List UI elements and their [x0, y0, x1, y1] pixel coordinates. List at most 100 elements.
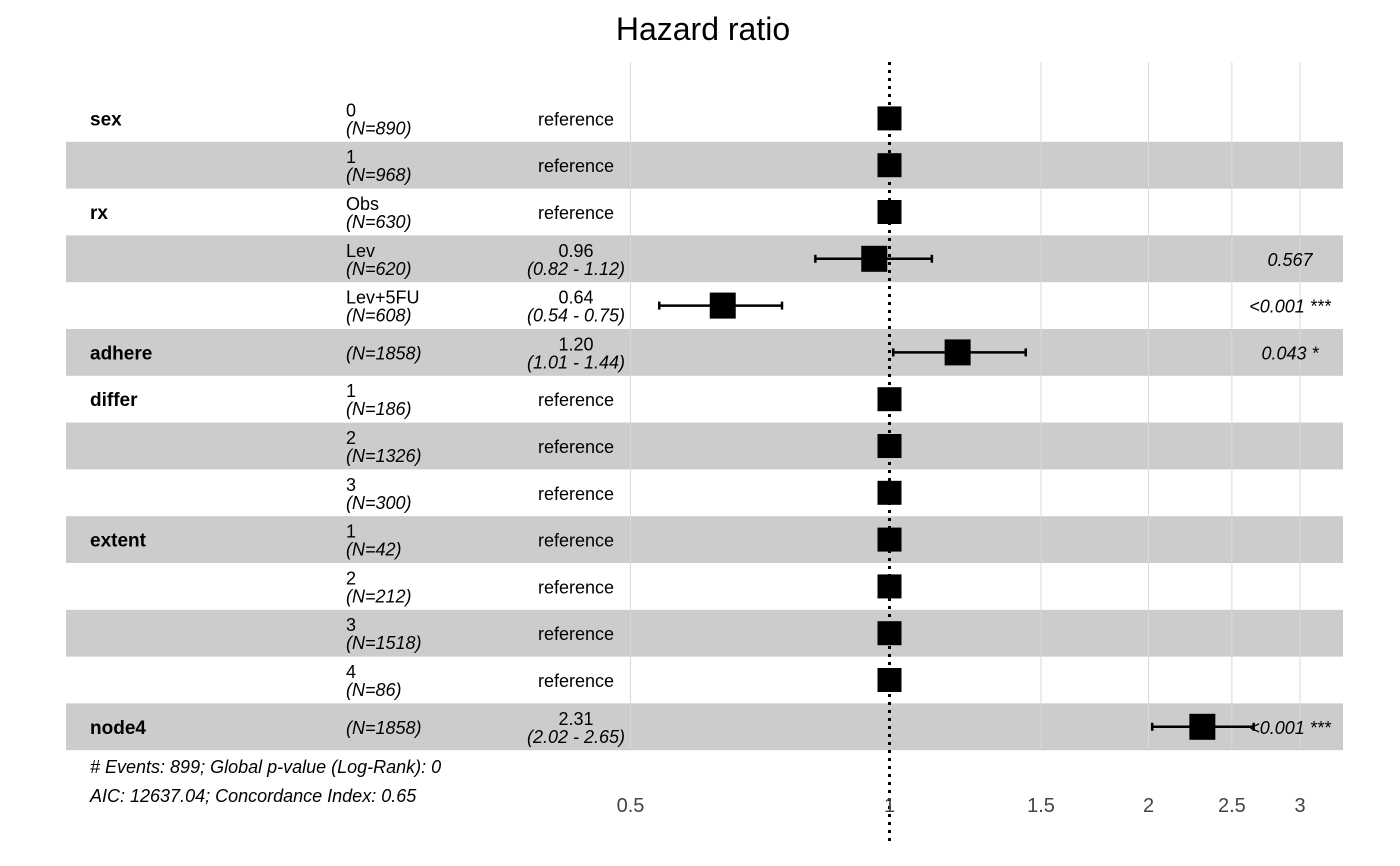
ci-label: (1.01 - 1.44) [527, 352, 625, 372]
level-label: 2 [346, 428, 356, 448]
ci-label: (2.02 - 2.65) [527, 727, 625, 747]
estimate-label: reference [538, 437, 614, 457]
table-row: 3(N=1518) reference [346, 615, 614, 653]
n-label: (N=300) [346, 493, 412, 513]
variable-name: node4 [90, 718, 146, 739]
estimate-label: 2.31 [558, 709, 593, 729]
n-label: (N=86) [346, 680, 402, 700]
footnote-aic: AIC: 12637.04; Concordance Index: 0.65 [89, 786, 417, 806]
row-stripe [66, 141, 1343, 189]
n-label: (N=630) [346, 212, 412, 232]
table-row: Lev(N=620) 0.96(0.82 - 1.12) 0.567 [346, 241, 1314, 279]
level-label: Lev+5FU [346, 288, 420, 308]
estimate-label: reference [538, 390, 614, 410]
n-label: (N=608) [346, 306, 412, 326]
estimate-label: reference [538, 484, 614, 504]
table-row: sex 0(N=890) reference [90, 100, 614, 138]
x-tick-label: 3 [1294, 795, 1305, 817]
table-row: differ 1(N=186) reference [90, 381, 614, 419]
table-row: 2(N=1326) reference [346, 428, 614, 466]
row-stripes [66, 141, 1343, 751]
level-label: 3 [346, 475, 356, 495]
variable-name: extent [90, 531, 147, 552]
x-tick-label: 2.5 [1218, 795, 1246, 817]
x-tick-label: 2 [1143, 795, 1154, 817]
row-stripe [66, 703, 1343, 751]
level-label: 1 [346, 381, 356, 401]
row-stripe [66, 422, 1343, 470]
level-label: 2 [346, 568, 356, 588]
n-label: (N=1858) [346, 343, 422, 363]
reference-marker [877, 434, 902, 458]
estimate-label: reference [538, 203, 614, 223]
reference-marker [877, 106, 902, 131]
p-value-label: 0.567 [1267, 250, 1313, 270]
table-row: node4 (N=1858) 2.31(2.02 - 2.65) <0.001 *** [90, 709, 1332, 747]
x-tick-label: 0.5 [617, 795, 645, 817]
n-label: (N=42) [346, 540, 402, 560]
level-label: 0 [346, 100, 356, 120]
reference-marker [877, 387, 902, 412]
ci-label: (0.82 - 1.12) [527, 259, 625, 279]
variable-name: differ [90, 390, 138, 411]
n-label: (N=1326) [346, 446, 422, 466]
level-label: 1 [346, 147, 356, 167]
estimate-label: reference [538, 624, 614, 644]
estimate-marker [1189, 713, 1216, 740]
hazard-markers [658, 106, 1255, 740]
estimate-label: reference [538, 531, 614, 551]
estimate-label: reference [538, 671, 614, 691]
table-row: extent 1(N=42) reference [90, 522, 614, 560]
footnote-events: # Events: 899; Global p-value (Log-Rank)… [90, 757, 441, 777]
ci-label: (0.54 - 0.75) [527, 306, 625, 326]
reference-marker [877, 527, 902, 552]
estimate-marker [944, 339, 971, 366]
row-stripe [66, 516, 1343, 563]
table-row: 4(N=86) reference [346, 662, 614, 700]
reference-marker [877, 574, 902, 599]
row-stripe [66, 235, 1343, 283]
n-label: (N=968) [346, 165, 412, 185]
row-stripe [66, 609, 1343, 657]
level-label: 4 [346, 662, 356, 682]
table-row: 3(N=300) reference [346, 475, 614, 513]
table-row: adhere (N=1858) 1.20(1.01 - 1.44) 0.043 * [90, 334, 1320, 372]
reference-marker [877, 621, 902, 646]
n-label: (N=890) [346, 118, 412, 138]
reference-marker [877, 480, 902, 505]
estimate-label: reference [538, 156, 614, 176]
table-row: 1(N=968) reference [346, 147, 614, 185]
p-value-label: 0.043 * [1261, 343, 1319, 363]
estimate-label: 1.20 [558, 334, 593, 354]
n-label: (N=1858) [346, 718, 422, 738]
table-row: 2(N=212) reference [346, 568, 614, 606]
n-label: (N=212) [346, 586, 412, 606]
row-stripe [66, 329, 1343, 376]
estimate-label: reference [538, 577, 614, 597]
reference-marker [877, 153, 902, 178]
gridlines [630, 62, 1301, 749]
p-value-label: <0.001 *** [1249, 297, 1332, 317]
estimate-marker [861, 245, 888, 272]
table-row: Lev+5FU(N=608) 0.64(0.54 - 0.75) <0.001 **… [346, 288, 1332, 326]
n-label: (N=620) [346, 259, 412, 279]
variable-name: adhere [90, 343, 152, 364]
estimate-label: 0.96 [558, 241, 593, 261]
level-label: 1 [346, 522, 356, 542]
estimate-marker [709, 292, 736, 319]
level-label: Obs [346, 194, 379, 214]
level-label: Lev [346, 241, 375, 261]
n-label: (N=1518) [346, 633, 422, 653]
x-tick-label: 1 [884, 795, 895, 817]
reference-marker [877, 668, 902, 692]
estimate-label: 0.64 [558, 288, 593, 308]
variable-name: rx [90, 203, 108, 224]
n-label: (N=186) [346, 399, 412, 419]
table-row: rx Obs(N=630) reference [90, 194, 614, 232]
x-axis-ticks: 0.5 1 1.5 2 2.5 3 [617, 795, 1306, 817]
reference-marker [877, 200, 902, 224]
variable-name: sex [90, 109, 122, 130]
estimate-label: reference [538, 109, 614, 129]
